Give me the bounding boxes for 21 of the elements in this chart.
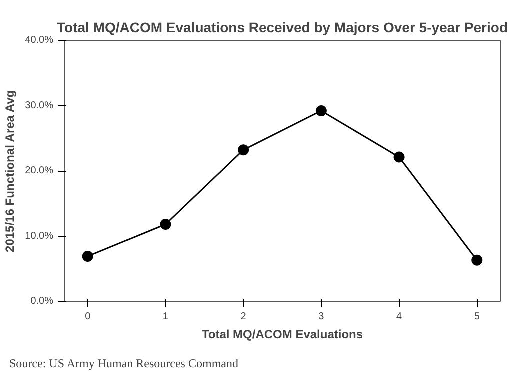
chart-title: Total MQ/ACOM Evaluations Received by Majors Over 5-year Period (57, 20, 508, 36)
y-tick-label: 40.0% (25, 35, 54, 46)
x-tick-label: 5 (474, 312, 480, 322)
point (82, 250, 94, 262)
x-axis-title: Total MQ/ACOM Evaluations (202, 328, 364, 342)
source-note: Source: US Army Human Resources Command (10, 356, 238, 370)
x-tick-label: 4 (396, 312, 403, 322)
x-tick-label: 1 (162, 312, 169, 322)
x-tick-label: 2 (240, 312, 247, 322)
point (394, 152, 405, 163)
y-tick-label: 20.0% (25, 166, 54, 176)
y-tick-label: 0.0% (30, 296, 54, 307)
point (160, 219, 172, 230)
y-tick-label: 30.0% (25, 100, 54, 112)
y-axis-title: 2015/16 Functional Area Avg (3, 90, 18, 252)
x-tick-label: 0 (85, 312, 92, 322)
point (238, 144, 250, 156)
point (316, 105, 327, 116)
x-tick-label: 3 (318, 312, 325, 322)
point (472, 254, 483, 266)
y-tick-label: 10.0% (25, 230, 54, 242)
